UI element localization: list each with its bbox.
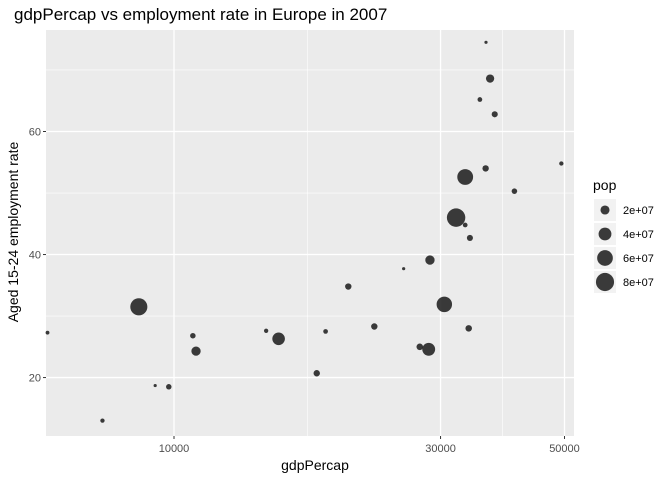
data-point	[436, 296, 453, 313]
legend: pop 2e+07 4e+07 6e+07 8e+07	[593, 177, 654, 293]
legend-label: 2e+07	[623, 205, 654, 217]
y-tick-label: 20	[29, 373, 41, 385]
data-point	[485, 74, 495, 83]
legend-entries: 2e+07 4e+07 6e+07 8e+07	[594, 199, 654, 293]
x-axis-title: gdpPercap	[281, 457, 349, 473]
data-point	[190, 332, 196, 339]
data-point	[491, 111, 498, 118]
data-point	[462, 222, 468, 228]
y-axis-ticks: 20 40 60	[29, 127, 46, 385]
legend-symbol	[597, 250, 613, 266]
x-tick-label: 50000	[549, 443, 580, 455]
legend-title: pop	[593, 177, 617, 193]
x-axis-ticks: 10000 30000 50000	[159, 436, 580, 455]
data-point	[371, 323, 378, 330]
data-point	[313, 370, 320, 377]
legend-label: 8e+07	[623, 277, 654, 289]
data-point	[402, 267, 406, 271]
x-tick-label: 30000	[425, 443, 456, 455]
data-points	[45, 40, 564, 423]
data-point	[263, 328, 269, 333]
data-point	[465, 325, 472, 332]
plot-panel	[46, 30, 574, 436]
data-point	[153, 383, 157, 388]
x-tick-label: 10000	[159, 443, 190, 455]
data-point	[45, 330, 50, 335]
data-point	[166, 384, 172, 390]
grid-major	[46, 30, 574, 436]
data-point	[457, 169, 474, 185]
data-point	[345, 283, 352, 290]
data-point	[511, 188, 518, 194]
grid-minor	[46, 30, 574, 436]
legend-symbol	[598, 227, 612, 241]
data-point	[484, 40, 488, 44]
data-point	[466, 234, 473, 241]
data-point	[559, 161, 564, 166]
legend-label: 4e+07	[623, 229, 654, 241]
data-point	[446, 208, 466, 227]
data-point	[416, 343, 424, 351]
data-point	[191, 346, 201, 356]
data-point	[482, 165, 489, 172]
legend-label: 6e+07	[623, 253, 654, 265]
data-point	[323, 329, 328, 334]
y-tick-label: 40	[29, 250, 41, 262]
data-point	[100, 418, 105, 423]
y-tick-label: 60	[29, 127, 41, 139]
data-point	[422, 342, 436, 356]
chart-title: gdpPercap vs employment rate in Europe i…	[14, 5, 387, 24]
data-point	[477, 97, 483, 102]
legend-symbol	[595, 272, 615, 292]
legend-symbol	[600, 205, 610, 215]
data-point	[272, 332, 285, 346]
y-axis-title: Aged 15-24 employment rate	[5, 142, 21, 323]
data-point	[130, 298, 148, 316]
data-point	[425, 255, 435, 265]
